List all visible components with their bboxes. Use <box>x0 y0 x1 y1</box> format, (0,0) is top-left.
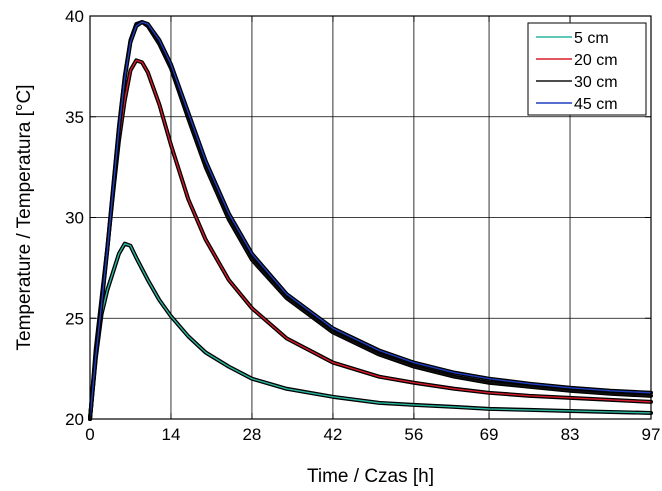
legend-label: 45 cm <box>574 96 618 113</box>
x-tick-label: 14 <box>162 425 181 444</box>
series-lines <box>88 20 653 421</box>
series-line-45-cm <box>89 21 652 420</box>
legend-label: 5 cm <box>574 30 609 47</box>
x-tick-label: 42 <box>323 425 342 444</box>
legend: 5 cm 20 cm 30 cm 45 cm <box>527 22 647 116</box>
y-tick-label: 30 <box>65 209 84 228</box>
x-tick-label: 97 <box>642 425 661 444</box>
y-tick-label: 20 <box>65 410 84 429</box>
x-tick-label: 83 <box>561 425 580 444</box>
x-axis-title: Time / Czas [h] <box>307 466 434 487</box>
legend-box <box>527 22 647 116</box>
y-tick-label: 40 <box>65 7 84 26</box>
legend-label: 30 cm <box>574 74 618 91</box>
x-tick-label: 0 <box>85 425 94 444</box>
y-tick-label: 25 <box>65 309 84 328</box>
axis-ticks: 0 14 28 42 56 69 83 97 20 25 30 35 40 <box>65 7 660 444</box>
y-axis-title: Temperature / Temperatura [°C] <box>14 85 35 351</box>
x-tick-label: 28 <box>242 425 261 444</box>
x-tick-label: 56 <box>404 425 423 444</box>
y-tick-label: 35 <box>65 108 84 127</box>
legend-label: 20 cm <box>574 52 618 69</box>
series-line-5-cm <box>89 243 652 420</box>
grid <box>90 16 651 419</box>
x-tick-label: 69 <box>480 425 499 444</box>
